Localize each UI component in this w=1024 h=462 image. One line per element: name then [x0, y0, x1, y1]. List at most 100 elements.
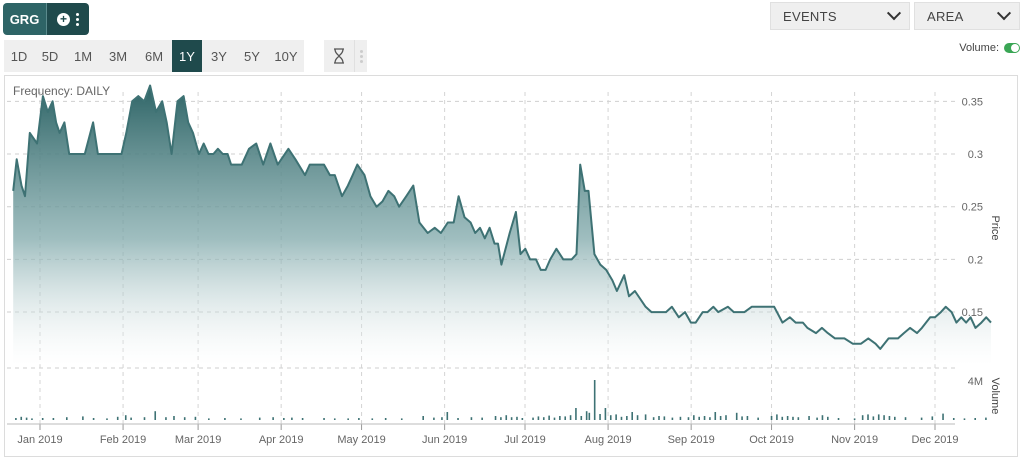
range-button-3m[interactable]: 3M [108, 48, 128, 64]
range-button-1d[interactable]: 1D [10, 48, 28, 64]
volume-bar [521, 418, 524, 420]
events-dropdown[interactable]: EVENTS [770, 2, 910, 30]
volume-bar [609, 415, 612, 420]
range-button-5y[interactable]: 5Y [244, 48, 260, 64]
volume-bar [333, 418, 336, 420]
chart-type-dropdown[interactable]: AREA [914, 2, 1020, 30]
volume-bar [433, 417, 435, 420]
volume-bar [165, 417, 167, 420]
price-area-fill [13, 85, 991, 365]
range-button-1m[interactable]: 1M [73, 48, 93, 64]
volume-bar [709, 417, 711, 420]
volume-bar [41, 418, 44, 420]
volume-bar [25, 417, 28, 420]
volume-bar [384, 418, 387, 420]
volume-bar [500, 417, 502, 420]
x-tick-label: Dec 2019 [911, 434, 958, 446]
volume-tick-label: 4M [968, 376, 983, 388]
volume-bar [542, 417, 545, 420]
volume-bar [693, 415, 695, 420]
volume-bar [714, 412, 717, 420]
x-tick-label: Oct 2019 [749, 434, 794, 446]
x-tick-label: Nov 2019 [831, 434, 878, 446]
volume-bar [631, 412, 634, 420]
volume-bar [821, 415, 824, 420]
volume-bar [532, 417, 534, 420]
volume-bar [867, 414, 869, 420]
volume-bar [358, 418, 360, 420]
volume-bar [82, 416, 84, 420]
range-button-1y[interactable]: 1Y [172, 40, 202, 72]
add-comparison-button[interactable]: + [46, 3, 89, 35]
volume-bar [920, 417, 923, 420]
price-axis-title: Price [989, 215, 1001, 240]
y-tick-label: 0.2 [968, 254, 983, 266]
range-button-6m[interactable]: 6M [144, 48, 164, 64]
range-button-5d[interactable]: 5D [41, 48, 59, 64]
volume-bar [974, 418, 976, 420]
range-button-10y[interactable]: 10Y [274, 48, 298, 64]
volume-bar [963, 418, 966, 420]
volume-toggle[interactable]: Volume: [959, 42, 1020, 54]
volume-bar [853, 418, 856, 420]
volume-bar [240, 418, 242, 420]
x-tick-label: Jun 2019 [422, 434, 467, 446]
volume-bar [816, 417, 818, 420]
volume-bar [599, 414, 601, 420]
volume-bar [770, 416, 773, 420]
volume-bar [671, 417, 674, 420]
volume-bar [564, 416, 567, 420]
volume-bar [173, 416, 175, 420]
plus-circle-icon: + [57, 12, 70, 26]
volume-bar [644, 414, 647, 420]
toggle-switch-icon[interactable] [1004, 43, 1020, 53]
range-button-3y[interactable]: 3Y [211, 48, 227, 64]
ticker-group: GRG + [3, 3, 89, 35]
price-line [12, 84, 992, 350]
volume-bar [894, 416, 896, 420]
volume-bar [194, 416, 197, 420]
volume-bar [837, 418, 840, 420]
y-tick-label: 0.3 [968, 149, 983, 161]
volume-bar [652, 417, 655, 420]
volume-bar [481, 417, 483, 420]
volume-bar [20, 416, 23, 420]
volume-bar [985, 417, 987, 420]
volume-bar [827, 416, 829, 420]
volume-bar [116, 416, 119, 420]
volume-bar [537, 416, 540, 420]
volume-bar [604, 408, 607, 420]
volume-bar [904, 417, 907, 420]
volume-bar [942, 413, 944, 420]
tool-group [324, 40, 367, 72]
x-tick-label: Apr 2019 [259, 434, 304, 446]
volume-bar [457, 418, 459, 420]
volume-bar [258, 417, 261, 420]
volume-bar [679, 416, 682, 420]
chart-type-dropdown-label: AREA [927, 8, 964, 24]
y-tick-label: 0.15 [962, 307, 983, 319]
volume-bar [52, 418, 55, 420]
volume-bar [224, 418, 226, 420]
volume-bar [703, 416, 706, 420]
volume-bar [931, 416, 934, 420]
volume-bar [575, 408, 577, 420]
volume-bar [208, 418, 210, 420]
volume-bar [781, 416, 784, 420]
volume-bar [620, 416, 623, 420]
volume-bar [741, 416, 743, 420]
volume-bar [559, 416, 561, 420]
volume-bar [952, 418, 955, 420]
ticker-symbol[interactable]: GRG [3, 3, 46, 35]
volume-bar [687, 417, 690, 420]
y-tick-label: 0.25 [962, 202, 983, 214]
hourglass-icon[interactable] [324, 40, 354, 72]
tool-options-icon[interactable] [354, 40, 367, 72]
events-dropdown-label: EVENTS [783, 8, 837, 24]
volume-bar [130, 417, 132, 420]
volume-bar [494, 416, 497, 420]
volume-bar [15, 418, 17, 420]
more-options-icon[interactable] [76, 12, 79, 26]
volume-bar [301, 418, 304, 420]
